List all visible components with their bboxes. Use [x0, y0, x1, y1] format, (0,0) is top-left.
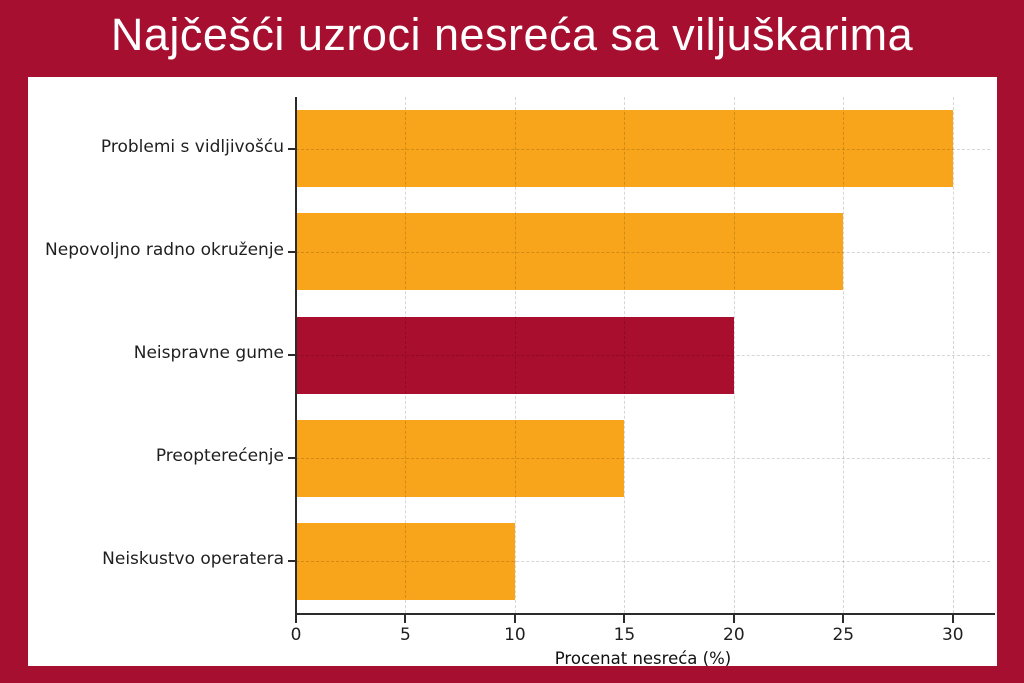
category-label: Preopterećenje [155, 446, 284, 466]
page-title: Najčešći uzroci nesreća sa viljuškarima [110, 9, 914, 60]
bar [296, 317, 734, 394]
category-label: Neispravne gume [133, 343, 284, 363]
x-tick-label: 30 [941, 625, 964, 645]
bar [296, 420, 624, 497]
x-gridline [624, 97, 626, 613]
y-gridline [296, 355, 990, 356]
x-gridline [952, 97, 954, 613]
x-gridline [514, 97, 516, 613]
category-label: Problemi s vidljivošću [100, 137, 284, 157]
x-gridline [733, 97, 735, 613]
x-tick-mark [951, 615, 954, 623]
x-tick-mark [732, 615, 735, 623]
category-label: Neiskustvo operatera [102, 549, 284, 569]
y-tick-mark [288, 560, 296, 562]
x-axis-line [295, 613, 995, 615]
x-tick-label: 25 [832, 625, 855, 645]
y-gridline [296, 252, 990, 253]
x-tick-mark [295, 615, 297, 623]
y-tick-mark [288, 148, 296, 150]
y-gridline [296, 458, 990, 459]
x-tick-label: 10 [504, 625, 526, 645]
bar [296, 213, 843, 290]
y-gridline [296, 561, 990, 562]
x-tick-label: 20 [723, 625, 745, 645]
category-label: Nepovoljno radno okruženje [45, 240, 284, 260]
y-tick-mark [288, 354, 296, 356]
x-axis-title: Procenat nesreća (%) [554, 649, 732, 668]
x-gridline [843, 97, 845, 613]
bar [296, 110, 953, 187]
y-axis-line [295, 97, 297, 615]
x-tick-mark [404, 615, 407, 623]
y-gridline [296, 149, 990, 150]
x-tick-mark [842, 615, 845, 623]
x-tick-label: 15 [613, 625, 636, 645]
x-tick-mark [513, 615, 516, 623]
chart-panel: Procenat nesreća (%) 0 5 10 15 20 25 30 Problem… [28, 77, 997, 668]
bar [296, 523, 515, 600]
y-tick-mark [288, 251, 296, 253]
plot-area: Procenat nesreća (%) 0 5 10 15 20 25 30 Problem… [45, 97, 995, 668]
x-tick-mark [623, 615, 626, 623]
x-tick-label: 0 [290, 625, 302, 645]
y-tick-mark [288, 457, 296, 459]
x-tick-label: 5 [400, 625, 411, 645]
x-gridline [405, 97, 407, 613]
